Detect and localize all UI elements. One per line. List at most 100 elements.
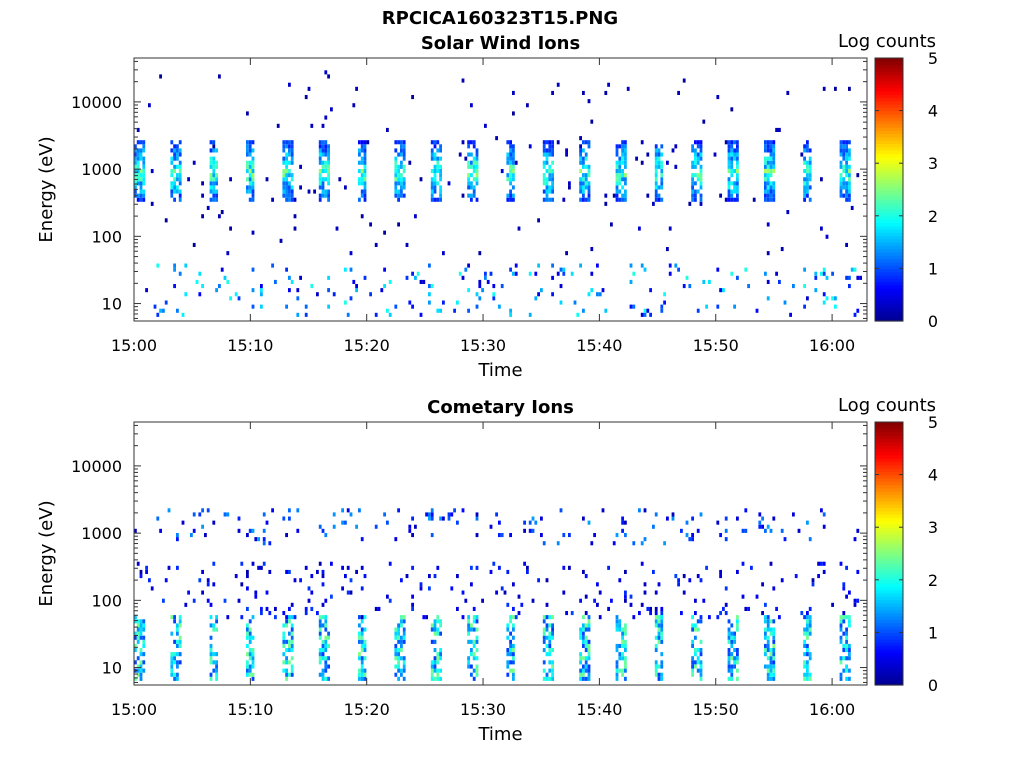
heatmap-cell xyxy=(808,173,812,178)
heatmap-cell xyxy=(251,230,255,235)
heatmap-cell xyxy=(808,197,812,202)
heatmap-cell xyxy=(251,164,255,169)
heatmap-cell xyxy=(590,541,594,546)
heatmap-cell xyxy=(772,668,776,673)
heatmap-cell xyxy=(808,164,812,169)
heatmap-cell xyxy=(506,627,510,632)
heatmap-cell xyxy=(842,185,846,190)
heatmap-cell xyxy=(716,267,720,272)
heatmap-cell xyxy=(551,668,554,673)
heatmap-cell xyxy=(178,615,182,620)
heatmap-cell xyxy=(405,242,409,247)
heatmap-cell xyxy=(176,148,179,153)
heatmap-cell xyxy=(178,152,182,157)
heatmap-cell xyxy=(173,164,176,169)
heatmap-cell xyxy=(764,197,767,202)
heatmap-cell xyxy=(251,652,255,657)
heatmap-cell xyxy=(657,152,661,157)
heatmap-cell xyxy=(411,606,414,611)
colorbar-segment xyxy=(875,652,903,657)
heatmap-cell xyxy=(148,578,151,583)
heatmap-cell xyxy=(313,189,316,194)
heatmap-cell xyxy=(470,652,473,657)
heatmap-cell xyxy=(699,164,703,169)
heatmap-cell xyxy=(467,177,470,182)
heatmap-cell xyxy=(842,668,846,673)
heatmap-cell xyxy=(436,181,440,186)
heatmap-cell xyxy=(290,668,294,673)
heatmap-cell xyxy=(842,586,846,591)
heatmap-cell xyxy=(472,156,476,161)
heatmap-cell xyxy=(582,676,585,681)
heatmap-cell xyxy=(268,569,272,574)
colorbar-segment xyxy=(875,104,903,108)
heatmap-cell xyxy=(472,627,476,632)
heatmap-cell xyxy=(842,615,846,620)
heatmap-cell xyxy=(363,148,367,153)
heatmap-cell xyxy=(766,160,770,165)
heatmap-cell xyxy=(397,668,400,673)
heatmap-cell xyxy=(601,288,605,293)
heatmap-cell xyxy=(512,656,515,661)
heatmap-cell xyxy=(660,197,664,202)
heatmap-cell xyxy=(170,631,174,636)
heatmap-cell xyxy=(358,615,361,620)
heatmap-cell xyxy=(694,635,697,640)
heatmap-cell xyxy=(159,308,162,313)
heatmap-cell xyxy=(845,594,848,599)
heatmap-cell xyxy=(694,660,697,665)
heatmap-cell xyxy=(178,660,182,665)
heatmap-cell xyxy=(699,185,703,190)
heatmap-cell xyxy=(327,156,330,161)
colorbar-segment xyxy=(875,451,903,456)
heatmap-cell xyxy=(590,119,594,124)
heatmap-cell xyxy=(360,160,364,165)
heatmap-cell xyxy=(173,177,176,182)
heatmap-cell xyxy=(282,156,286,161)
heatmap-cell xyxy=(402,164,406,169)
heatmap-cell xyxy=(439,169,442,174)
colorbar-segment xyxy=(875,625,903,630)
heatmap-cell xyxy=(582,148,585,153)
heatmap-cell xyxy=(542,668,546,673)
heatmap-cell xyxy=(822,292,826,297)
heatmap-cell xyxy=(344,574,347,579)
heatmap-cell xyxy=(694,598,697,603)
heatmap-cell xyxy=(730,164,734,169)
heatmap-cell xyxy=(470,197,473,202)
y-tick-label: 100 xyxy=(91,227,122,246)
colorbar-frame xyxy=(874,57,904,322)
heatmap-cell xyxy=(808,615,812,620)
heatmap-cell xyxy=(439,631,442,636)
heatmap-cell xyxy=(691,668,694,673)
heatmap-cell xyxy=(621,656,624,661)
colorbar-segment xyxy=(875,678,903,683)
heatmap-cell xyxy=(839,676,843,681)
heatmap-cell xyxy=(512,152,515,157)
heatmap-cell xyxy=(178,169,182,174)
heatmap-cell xyxy=(766,185,770,190)
heatmap-cell xyxy=(456,574,459,579)
heatmap-cell xyxy=(346,590,350,595)
heatmap-cell xyxy=(290,602,294,607)
heatmap-cell xyxy=(229,296,232,301)
colorbar-segment xyxy=(875,481,903,486)
heatmap-cell xyxy=(772,635,776,640)
heatmap-cell xyxy=(660,652,664,657)
heatmap-cell xyxy=(414,214,417,219)
heatmap-cell xyxy=(769,619,773,624)
heatmap-cell xyxy=(537,578,540,583)
heatmap-cell xyxy=(548,177,552,182)
heatmap-cell xyxy=(803,676,806,681)
heatmap-cell xyxy=(142,164,146,169)
heatmap-cell xyxy=(360,639,364,644)
heatmap-cell xyxy=(548,643,552,648)
heatmap-cell xyxy=(178,639,182,644)
heatmap-cell xyxy=(176,144,179,149)
heatmap-cell xyxy=(433,140,437,145)
heatmap-cell xyxy=(400,181,403,186)
heatmap-cell xyxy=(349,578,353,583)
heatmap-cell xyxy=(173,656,176,661)
heatmap-cell xyxy=(414,275,417,280)
heatmap-cell xyxy=(713,152,717,157)
